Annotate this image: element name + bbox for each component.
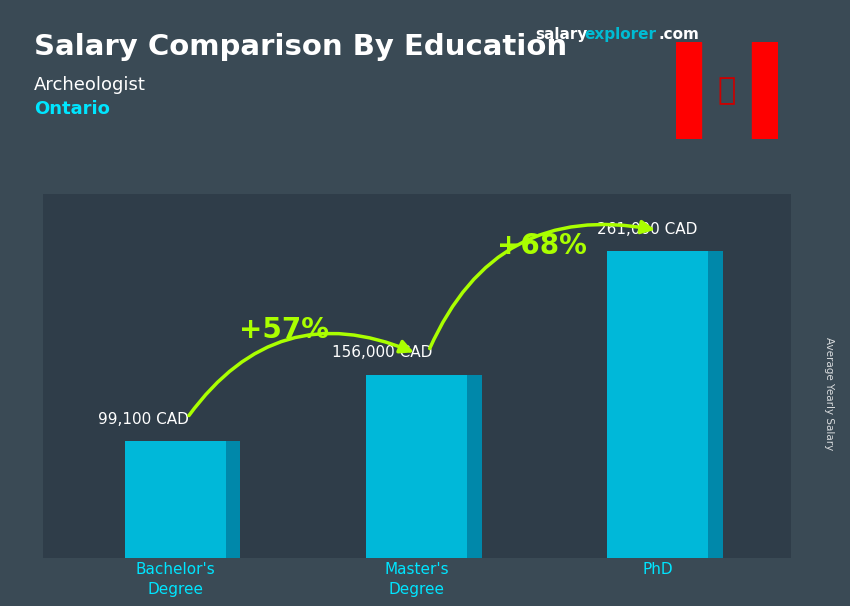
- Text: +57%: +57%: [239, 316, 329, 344]
- Bar: [366, 375, 468, 558]
- Text: Ontario: Ontario: [34, 100, 110, 118]
- Text: +68%: +68%: [497, 231, 586, 259]
- Text: Average Yearly Salary: Average Yearly Salary: [824, 338, 834, 450]
- Text: 261,000 CAD: 261,000 CAD: [598, 222, 698, 238]
- Text: Salary Comparison By Education: Salary Comparison By Education: [34, 33, 567, 61]
- Polygon shape: [468, 375, 482, 558]
- Text: Archeologist: Archeologist: [34, 76, 146, 94]
- Text: 99,100 CAD: 99,100 CAD: [98, 412, 189, 427]
- Bar: [607, 251, 708, 558]
- Bar: [125, 441, 226, 558]
- Bar: [752, 42, 778, 139]
- Text: 🍁: 🍁: [717, 76, 736, 105]
- Text: explorer: explorer: [585, 27, 657, 42]
- Polygon shape: [708, 251, 723, 558]
- Bar: [676, 42, 701, 139]
- Polygon shape: [226, 441, 241, 558]
- Text: salary: salary: [536, 27, 588, 42]
- Text: 156,000 CAD: 156,000 CAD: [332, 345, 433, 361]
- Text: .com: .com: [659, 27, 700, 42]
